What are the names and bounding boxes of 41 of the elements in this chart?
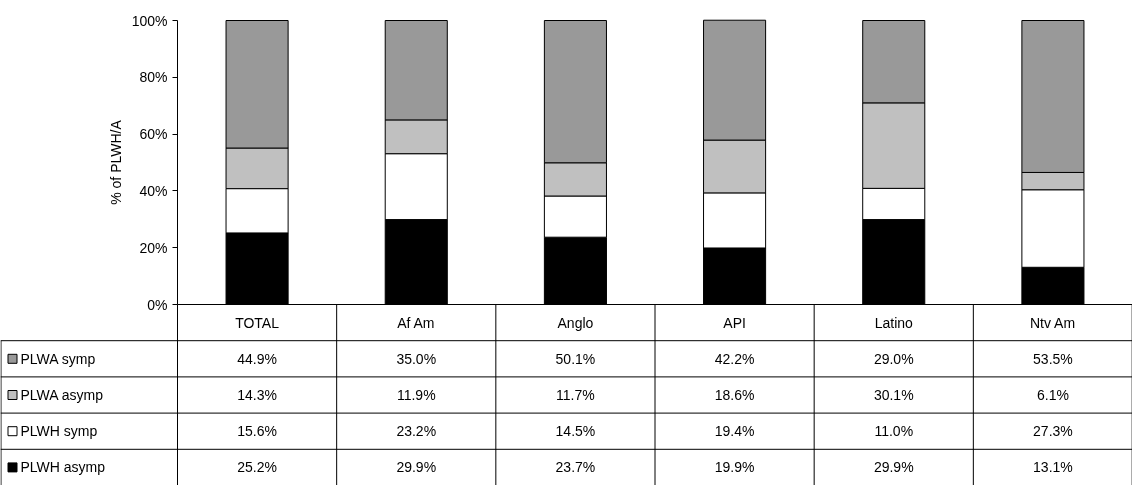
x-tick-label: Af Am xyxy=(397,314,435,331)
legend-label: PLWA asymp xyxy=(20,387,104,403)
legend-label: PLWH asymp xyxy=(20,459,106,476)
data-label: 23.7% xyxy=(555,459,596,476)
data-label: 19.4% xyxy=(714,423,755,440)
data-label: 13.1% xyxy=(1033,459,1073,476)
y-tick-label: 60% xyxy=(139,126,168,143)
data-label: 14.3% xyxy=(237,387,277,403)
y-axis-title: % of PLWH/A xyxy=(107,119,124,205)
data-label: 44.9% xyxy=(237,350,277,367)
data-label: 50.1% xyxy=(555,350,596,367)
data-label: 19.9% xyxy=(714,459,755,476)
data-label: 11.0% xyxy=(874,423,914,440)
data-label: 29.9% xyxy=(396,459,437,476)
x-tick-label: Latino xyxy=(874,314,914,331)
x-tick-label: Anglo xyxy=(557,314,594,331)
data-label: 11.9% xyxy=(396,387,436,403)
legend-label: PLWA symp xyxy=(20,350,96,367)
data-label: 18.6% xyxy=(714,387,755,403)
data-label: 11.7% xyxy=(556,387,595,403)
y-tick-label: 0% xyxy=(147,296,168,313)
y-tick-label: 80% xyxy=(139,69,168,86)
y-tick-label: 20% xyxy=(139,239,168,256)
legend-label: PLWH symp xyxy=(20,423,98,440)
data-label: 27.3% xyxy=(1033,423,1073,440)
data-label: 42.2% xyxy=(714,350,755,367)
x-tick-label: Ntv Am xyxy=(1029,314,1076,331)
data-label: 6.1% xyxy=(1036,387,1069,403)
x-tick-label: API xyxy=(723,314,746,331)
data-label: 29.9% xyxy=(873,459,914,476)
data-label: 29.0% xyxy=(873,350,914,367)
y-tick-label: 100% xyxy=(131,12,168,29)
data-label: 30.1% xyxy=(873,387,914,403)
data-label: 35.0% xyxy=(396,350,437,367)
data-label: 25.2% xyxy=(237,459,277,476)
data-label: 15.6% xyxy=(237,423,277,440)
data-label: 14.5% xyxy=(555,423,596,440)
x-tick-label: TOTAL xyxy=(235,314,280,331)
data-label: 53.5% xyxy=(1033,350,1073,367)
data-label: 23.2% xyxy=(396,423,437,440)
y-tick-label: 40% xyxy=(139,182,168,199)
